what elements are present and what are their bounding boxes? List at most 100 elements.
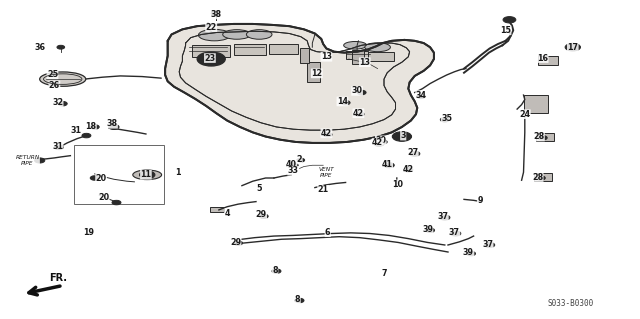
Circle shape — [35, 158, 45, 163]
Bar — [300, 48, 309, 63]
Circle shape — [357, 90, 366, 95]
Text: 22: 22 — [205, 23, 217, 32]
Text: 26: 26 — [49, 81, 60, 90]
Bar — [234, 44, 266, 55]
Circle shape — [57, 45, 65, 49]
Text: RETURN
PIPE: RETURN PIPE — [15, 155, 40, 166]
Text: 11: 11 — [140, 170, 152, 179]
Circle shape — [536, 176, 545, 180]
Ellipse shape — [40, 72, 86, 86]
Text: 35: 35 — [441, 114, 452, 122]
Bar — [368, 52, 394, 61]
Text: S033-B0300: S033-B0300 — [548, 299, 594, 308]
Circle shape — [295, 298, 304, 303]
Circle shape — [440, 215, 450, 220]
Text: 27: 27 — [407, 148, 419, 157]
Text: 24: 24 — [519, 110, 531, 119]
Circle shape — [404, 167, 413, 172]
Text: 38: 38 — [210, 10, 221, 19]
Text: 29: 29 — [255, 210, 267, 219]
Circle shape — [355, 112, 364, 116]
Text: 12: 12 — [311, 69, 323, 78]
Text: 7: 7 — [381, 269, 387, 278]
Text: 28: 28 — [533, 132, 545, 141]
Circle shape — [451, 231, 461, 236]
Bar — [524, 95, 548, 113]
Text: 23: 23 — [204, 54, 216, 63]
Circle shape — [484, 242, 495, 248]
Text: VENT
PIPE: VENT PIPE — [319, 167, 334, 178]
Ellipse shape — [344, 41, 367, 49]
Circle shape — [384, 163, 394, 168]
Text: FR.: FR. — [49, 273, 67, 283]
Text: 21: 21 — [317, 185, 329, 194]
Circle shape — [503, 17, 516, 23]
Bar — [538, 56, 558, 65]
Text: 28: 28 — [532, 173, 543, 182]
Text: 42: 42 — [372, 138, 383, 147]
Text: 37: 37 — [449, 228, 460, 237]
Text: 42: 42 — [353, 109, 364, 118]
Bar — [536, 133, 554, 141]
Circle shape — [378, 140, 387, 144]
Text: 8: 8 — [273, 266, 278, 275]
Text: 29: 29 — [230, 238, 241, 247]
Text: 34: 34 — [415, 91, 427, 100]
Text: 41: 41 — [381, 160, 393, 169]
Circle shape — [417, 94, 426, 99]
Text: 13: 13 — [321, 52, 332, 61]
Ellipse shape — [133, 170, 162, 180]
Circle shape — [211, 11, 220, 16]
Text: 31: 31 — [52, 142, 63, 151]
Text: 37: 37 — [482, 240, 493, 249]
Text: 30: 30 — [375, 136, 387, 145]
Text: 39: 39 — [422, 225, 433, 234]
Ellipse shape — [198, 29, 230, 41]
Circle shape — [440, 117, 449, 122]
Text: 19: 19 — [83, 228, 94, 237]
Circle shape — [297, 158, 305, 162]
Circle shape — [467, 251, 476, 256]
Text: 10: 10 — [392, 180, 404, 189]
Text: 5: 5 — [257, 184, 262, 193]
Circle shape — [374, 142, 383, 146]
Text: 1: 1 — [175, 168, 180, 177]
Text: 33: 33 — [287, 166, 299, 175]
Text: 30: 30 — [351, 86, 363, 95]
Text: 32: 32 — [52, 98, 63, 107]
Circle shape — [90, 176, 99, 180]
Circle shape — [392, 132, 412, 141]
Circle shape — [426, 228, 435, 233]
Bar — [307, 62, 320, 82]
Text: 39: 39 — [463, 248, 474, 257]
Text: 25: 25 — [47, 70, 58, 79]
Text: 13: 13 — [359, 58, 371, 67]
Circle shape — [112, 200, 121, 205]
Circle shape — [410, 151, 420, 156]
Circle shape — [341, 100, 350, 105]
Text: 4: 4 — [225, 209, 230, 218]
Ellipse shape — [223, 30, 251, 39]
Ellipse shape — [365, 43, 390, 52]
Circle shape — [288, 163, 298, 168]
Polygon shape — [165, 24, 434, 143]
Circle shape — [234, 241, 243, 245]
Text: 15: 15 — [500, 26, 511, 35]
Text: 36: 36 — [34, 43, 45, 52]
Text: 42: 42 — [403, 165, 414, 174]
Circle shape — [54, 145, 63, 150]
Text: 9: 9 — [477, 197, 483, 205]
Text: 20: 20 — [98, 193, 109, 202]
Text: 8: 8 — [295, 295, 300, 304]
Circle shape — [538, 136, 547, 140]
Text: 38: 38 — [106, 119, 118, 128]
Bar — [346, 51, 368, 59]
Circle shape — [259, 214, 268, 219]
Text: 3: 3 — [401, 131, 406, 140]
Ellipse shape — [246, 30, 272, 39]
Bar — [352, 50, 364, 64]
Circle shape — [323, 132, 332, 137]
Circle shape — [197, 52, 225, 66]
Text: 20: 20 — [95, 174, 107, 182]
Text: 18: 18 — [85, 122, 97, 130]
